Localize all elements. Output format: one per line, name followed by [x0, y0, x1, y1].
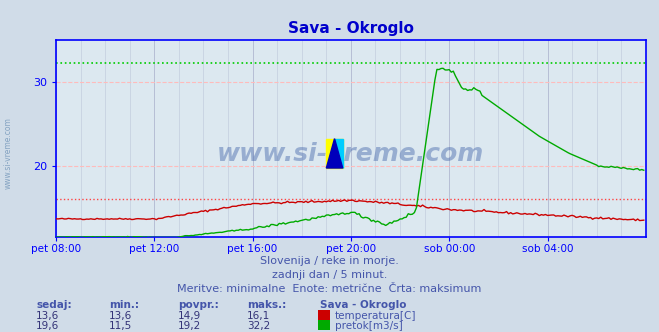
Text: zadnji dan / 5 minut.: zadnji dan / 5 minut. [272, 270, 387, 280]
Text: Slovenija / reke in morje.: Slovenija / reke in morje. [260, 256, 399, 266]
Text: Sava - Okroglo: Sava - Okroglo [320, 300, 406, 310]
Text: temperatura[C]: temperatura[C] [335, 311, 416, 321]
Text: 19,6: 19,6 [36, 321, 59, 331]
Text: 19,2: 19,2 [178, 321, 201, 331]
Text: www.si-vreme.com: www.si-vreme.com [217, 142, 484, 166]
Text: maks.:: maks.: [247, 300, 287, 310]
Text: pretok[m3/s]: pretok[m3/s] [335, 321, 403, 331]
Title: Sava - Okroglo: Sava - Okroglo [288, 21, 414, 36]
Text: sedaj:: sedaj: [36, 300, 72, 310]
Text: Meritve: minimalne  Enote: metrične  Črta: maksimum: Meritve: minimalne Enote: metrične Črta:… [177, 284, 482, 294]
Text: www.si-vreme.com: www.si-vreme.com [3, 117, 13, 189]
Text: 32,2: 32,2 [247, 321, 270, 331]
Text: 13,6: 13,6 [36, 311, 59, 321]
Polygon shape [326, 139, 343, 168]
Text: min.:: min.: [109, 300, 139, 310]
Polygon shape [335, 139, 343, 168]
Text: 13,6: 13,6 [109, 311, 132, 321]
Text: povpr.:: povpr.: [178, 300, 219, 310]
Text: 16,1: 16,1 [247, 311, 270, 321]
Bar [326, 139, 343, 168]
Text: 14,9: 14,9 [178, 311, 201, 321]
Text: 11,5: 11,5 [109, 321, 132, 331]
